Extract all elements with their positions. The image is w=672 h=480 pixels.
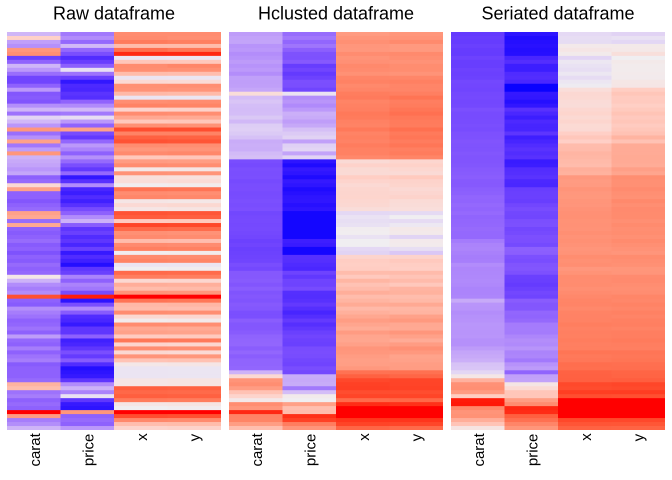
svg-text:Hclusted dataframe: Hclusted dataframe [258, 4, 414, 24]
svg-text:carat: carat [27, 432, 44, 466]
svg-text:price: price [525, 434, 542, 467]
svg-text:x: x [134, 433, 151, 441]
svg-text:y: y [186, 433, 203, 441]
svg-text:Raw dataframe: Raw dataframe [53, 4, 175, 24]
svg-text:carat: carat [471, 432, 488, 466]
svg-text:x: x [356, 433, 373, 441]
svg-text:carat: carat [249, 432, 266, 466]
svg-text:x: x [578, 433, 595, 441]
svg-text:Seriated dataframe: Seriated dataframe [481, 4, 634, 24]
svg-text:y: y [408, 433, 425, 441]
svg-text:price: price [303, 434, 320, 467]
svg-text:price: price [81, 434, 98, 467]
svg-text:y: y [631, 433, 648, 441]
